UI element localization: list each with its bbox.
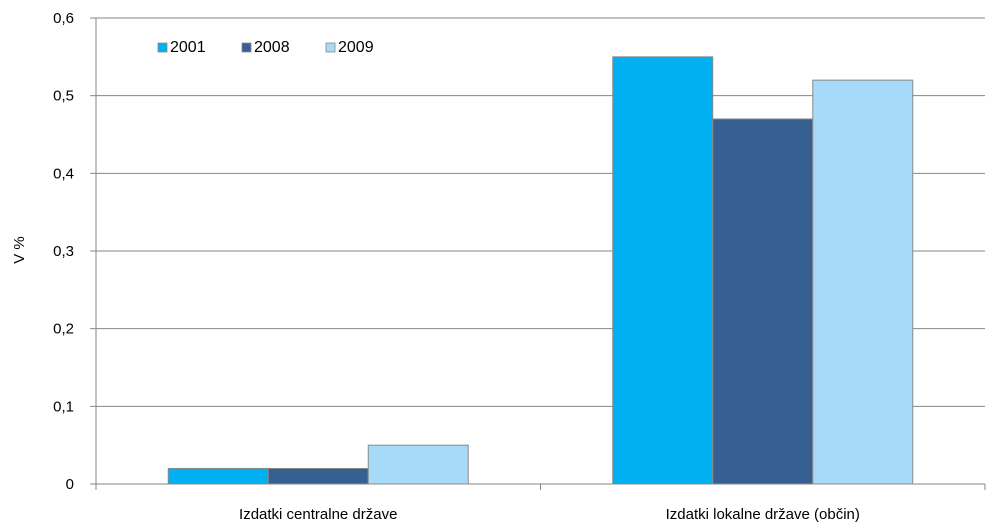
x-category-label: Izdatki centralne države [239,506,397,523]
y-tick-label: 0,2 [53,321,74,338]
legend-label-2001: 2001 [170,39,206,56]
x-axis-categories: Izdatki centralne države Izdatki lokalne … [239,506,860,523]
y-tick-label: 0,3 [53,243,74,260]
y-tick-label: 0,6 [53,10,74,27]
bar-2009-1 [367,444,469,485]
legend-swatch-2008 [241,42,252,53]
legend-swatch-2001 [157,42,168,53]
bar-2008-2 [712,118,814,485]
bar-2008-1 [267,467,369,485]
y-tick-label: 0,1 [53,398,74,415]
y-axis-ticks: 0 0,1 0,2 0,3 0,4 0,5 0,6 [53,10,74,493]
legend: 2001 2008 2009 [157,39,374,56]
y-axis-label: V % [11,236,28,264]
legend-label-2009: 2009 [338,39,374,56]
legend-swatch-2009 [325,42,336,53]
bar-2001-1 [167,467,269,485]
y-tick-label: 0 [66,476,74,493]
bars [167,56,914,485]
bar-2009-2 [812,79,914,485]
y-tick-label: 0,4 [53,165,74,182]
x-category-label: Izdatki lokalne države (občin) [666,506,860,523]
legend-label-2008: 2008 [254,39,290,56]
bar-2001-2 [612,56,714,485]
y-tick-label: 0,5 [53,88,74,105]
